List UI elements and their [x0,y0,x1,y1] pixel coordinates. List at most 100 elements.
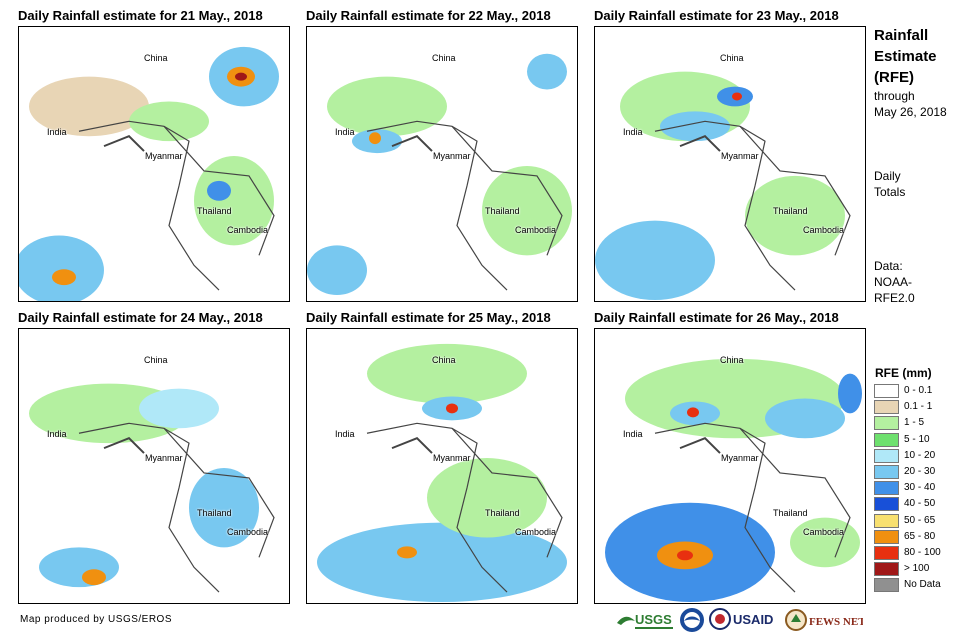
label-cambodia: Cambodia [515,527,557,537]
label-thailand: Thailand [773,508,808,518]
map-frame: China India Myanmar Thailand Cambodia [18,26,290,302]
label-myanmar: Myanmar [145,151,183,161]
label-china: China [720,53,744,63]
map-frame: China India Myanmar Thailand Cambodia [594,328,866,604]
through-text: through [874,89,915,103]
label-china: China [432,53,456,63]
legend-swatch [874,562,899,577]
map-panel-25: Daily Rainfall estimate for 25 May., 201… [306,308,578,604]
usaid-logo: USAID [709,607,783,633]
legend-label: No Data [904,579,941,591]
label-india: India [335,127,355,137]
data-source-1: NOAA- [874,275,913,289]
noaa-logo [679,607,705,633]
legend-label: 10 - 20 [904,449,936,461]
label-cambodia: Cambodia [227,527,269,537]
map-panel-21: Daily Rainfall estimate for 21 May., 201… [18,6,290,302]
rainfall-map [605,358,862,603]
legend-swatch [874,513,899,528]
label-myanmar: Myanmar [721,151,759,161]
label-china: China [720,355,744,365]
rainfall-map [307,53,572,296]
data-label: Data: [874,259,903,273]
map-panel-26: Daily Rainfall estimate for 26 May., 201… [594,308,866,604]
legend-label: 80 - 100 [904,547,941,558]
map-frame: China India Myanmar Thailand Cambodia [594,26,866,302]
totals-text: Totals [874,185,906,199]
legend-title: RFE (mm) [875,366,932,380]
legend-swatch [874,465,899,479]
label-india: India [47,127,67,137]
legend-label: 5 - 10 [904,433,930,445]
map-panel-23: Daily Rainfall estimate for 23 May., 201… [594,6,866,302]
title-line-2: Estimate [874,48,937,65]
credit-text: Map produced by USGS/EROS [20,614,173,625]
svg-text:USGS: USGS [635,612,672,627]
legend-label: > 100 [904,563,930,575]
legend-swatch [874,546,899,560]
legend-label: 0 - 0.1 [904,385,933,396]
label-myanmar: Myanmar [721,453,759,463]
legend-swatch [874,384,899,398]
panel-title: Daily Rainfall estimate for 24 May., 201… [18,310,263,325]
legend-swatch [874,416,899,431]
map-frame: China India Myanmar Thailand Cambodia [18,328,290,604]
data-source-2: RFE2.0 [874,291,915,305]
svg-text:USAID: USAID [733,612,773,627]
label-india: India [623,127,643,137]
label-myanmar: Myanmar [433,453,471,463]
legend-swatch [874,448,899,463]
map-panel-22: Daily Rainfall estimate for 22 May., 201… [306,6,578,302]
title-line-1: Rainfall [874,27,929,44]
legend-label: 0.1 - 1 [904,401,933,413]
legend-swatch [874,578,899,593]
label-cambodia: Cambodia [803,527,845,537]
label-china: China [144,355,168,365]
title-line-3: (RFE) [874,69,914,86]
panel-title: Daily Rainfall estimate for 25 May., 201… [306,310,551,325]
rainfall-map [29,383,275,593]
label-thailand: Thailand [485,206,520,216]
daily-text: Daily [874,169,901,183]
legend-swatch [874,432,899,447]
legend-label: 1 - 5 [904,417,925,429]
label-myanmar: Myanmar [433,151,471,161]
legend-label: 40 - 50 [904,498,936,510]
label-cambodia: Cambodia [515,225,557,235]
panel-title: Daily Rainfall estimate for 21 May., 201… [18,8,263,23]
label-cambodia: Cambodia [227,225,269,235]
legend-swatch [874,529,899,544]
label-thailand: Thailand [773,206,808,216]
map-frame: China India Myanmar Thailand Cambodia [306,328,578,604]
rainfall-map [317,343,567,603]
label-india: India [47,429,67,439]
label-china: China [144,53,168,63]
legend-swatch [874,497,899,512]
legend-label: 30 - 40 [904,482,936,494]
panel-title: Daily Rainfall estimate for 22 May., 201… [306,8,551,23]
map-frame: China India Myanmar Thailand Cambodia [306,26,578,302]
rainfall-map [595,71,851,301]
label-thailand: Thailand [197,508,232,518]
legend-swatch [874,400,899,415]
legend-label: 50 - 65 [904,514,936,526]
label-thailand: Thailand [197,206,232,216]
legend-header: Rainfall Estimate (RFE) [874,25,937,88]
label-myanmar: Myanmar [145,453,183,463]
label-thailand: Thailand [485,508,520,518]
label-india: India [335,429,355,439]
legend-label: 65 - 80 [904,530,936,542]
legend-swatch [874,481,899,496]
label-cambodia: Cambodia [803,225,845,235]
fews-net-logo: FEWS NET [785,607,866,633]
label-china: China [432,355,456,365]
usgs-logo: USGS [615,607,675,633]
label-india: India [623,429,643,439]
legend-label: 20 - 30 [904,466,936,477]
panel-title: Daily Rainfall estimate for 26 May., 201… [594,310,839,325]
panel-title: Daily Rainfall estimate for 23 May., 201… [594,8,839,23]
rainfall-map [19,46,279,301]
svg-text:FEWS NET: FEWS NET [809,616,863,628]
through-date: May 26, 2018 [874,105,947,119]
map-panel-24: Daily Rainfall estimate for 24 May., 201… [18,308,290,604]
